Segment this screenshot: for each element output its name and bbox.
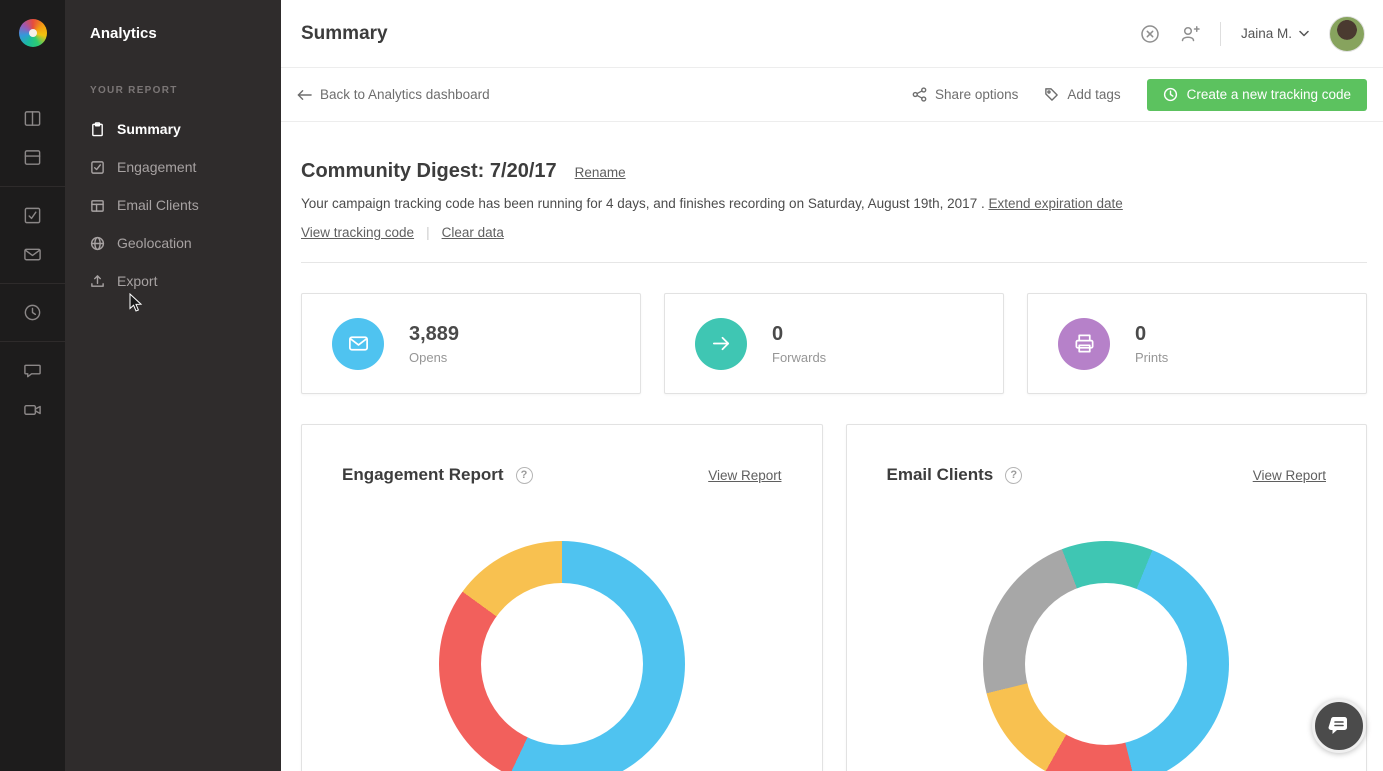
main-area: Summary Jaina M. Back to Analytics d: [281, 0, 1383, 771]
sidebar-item-label: Export: [117, 273, 158, 289]
sidebar-item-label: Email Clients: [117, 197, 199, 213]
sidebar-section-label: Your Report: [90, 85, 178, 96]
engagement-donut-chart: [438, 541, 685, 771]
report-header: Email Clients ? View Report: [887, 465, 1327, 485]
printer-icon: [1058, 317, 1110, 370]
forwards-label: Forwards: [772, 349, 827, 365]
avatar[interactable]: [1329, 15, 1365, 52]
view-report-link[interactable]: View Report: [708, 467, 782, 483]
rail-divider: [0, 341, 65, 342]
vertical-separator: [1219, 21, 1221, 46]
page-title: Summary: [301, 22, 388, 44]
check-square-icon[interactable]: [0, 196, 65, 235]
view-tracking-code-link[interactable]: View tracking code: [301, 225, 415, 240]
video-camera-icon[interactable]: [0, 390, 65, 429]
sidebar-item-label: Summary: [117, 121, 181, 137]
table-icon: [90, 198, 105, 213]
divider: [301, 262, 1367, 263]
reports-row: Engagement Report ? View Report Email Cl…: [301, 424, 1367, 771]
share-icon: [912, 87, 927, 102]
opens-label: Opens: [409, 349, 448, 365]
stat-card-opens: 3,889 Opens: [301, 293, 641, 394]
chevron-down-icon: [1299, 30, 1309, 37]
rail-divider: [0, 283, 65, 284]
back-link-label: Back to Analytics dashboard: [320, 87, 490, 102]
campaign-title: Community Digest: 7/20/17: [301, 160, 557, 182]
campaign-header: Community Digest: 7/20/17 Rename: [301, 160, 1367, 183]
rail-divider: [0, 186, 65, 187]
create-tracking-code-button[interactable]: Create a new tracking code: [1146, 78, 1367, 111]
add-tags-button[interactable]: Add tags: [1044, 87, 1121, 102]
prints-value: 0: [1135, 322, 1147, 345]
forwards-value: 0: [772, 322, 784, 345]
stat-card-prints: 0 Prints: [1027, 293, 1367, 394]
mail-icon: [332, 317, 384, 370]
app-rail: [0, 0, 65, 771]
arrow-left-icon: [297, 89, 312, 100]
chat-bubble-icon[interactable]: [0, 351, 65, 390]
rename-link[interactable]: Rename: [574, 165, 626, 180]
create-tracking-code-label: Create a new tracking code: [1186, 87, 1351, 102]
sidebar: Analytics Your Report Summary Engagement…: [65, 0, 281, 771]
sidebar-item-summary[interactable]: Summary: [65, 110, 281, 148]
invite-user-icon[interactable]: [1180, 24, 1200, 44]
topbar: Summary Jaina M.: [281, 0, 1383, 68]
separator: |: [426, 225, 430, 240]
globe-icon: [90, 236, 105, 251]
campaign-status: Your campaign tracking code has been run…: [301, 196, 1367, 211]
circle-x-icon[interactable]: [1140, 24, 1160, 44]
help-icon[interactable]: ?: [1005, 466, 1023, 484]
email-clients-donut-chart: [983, 541, 1230, 771]
share-options-button[interactable]: Share options: [912, 87, 1018, 102]
back-link[interactable]: Back to Analytics dashboard: [297, 87, 490, 102]
sidebar-item-label: Geolocation: [117, 235, 192, 251]
clear-data-link[interactable]: Clear data: [441, 225, 504, 240]
check-square-icon: [90, 160, 105, 175]
layout-rows-icon[interactable]: [0, 138, 65, 177]
sidebar-nav: Summary Engagement Email Clients Geoloca…: [65, 110, 281, 300]
campaign-links: View tracking code | Clear data: [301, 225, 1367, 240]
share-options-label: Share options: [935, 87, 1019, 102]
sidebar-item-geolocation[interactable]: Geolocation: [65, 224, 281, 262]
email-clients-report-card: Email Clients ? View Report: [845, 424, 1367, 771]
arrow-right-icon: [695, 317, 747, 370]
add-tags-label: Add tags: [1067, 87, 1121, 102]
campaign-status-text: Your campaign tracking code has been run…: [301, 196, 985, 211]
user-menu[interactable]: Jaina M.: [1241, 26, 1309, 41]
clock-icon[interactable]: [0, 293, 65, 332]
extend-expiration-link[interactable]: Extend expiration date: [988, 196, 1123, 211]
stats-row: 3,889 Opens 0 Forwards: [301, 293, 1367, 394]
help-icon[interactable]: ?: [515, 466, 533, 484]
report-header: Engagement Report ? View Report: [342, 465, 782, 485]
upload-icon: [90, 274, 105, 289]
subbar: Back to Analytics dashboard Share option…: [281, 68, 1383, 122]
mail-icon[interactable]: [0, 235, 65, 274]
clipboard-icon: [90, 121, 105, 137]
subbar-actions: Share options Add tags Create a new trac…: [912, 78, 1367, 111]
engagement-report-card: Engagement Report ? View Report: [301, 424, 823, 771]
report-title: Engagement Report: [342, 465, 504, 484]
view-report-link[interactable]: View Report: [1252, 467, 1326, 483]
chat-launcher-button[interactable]: [1312, 699, 1366, 753]
stat-card-forwards: 0 Forwards: [664, 293, 1004, 394]
user-name: Jaina M.: [1240, 26, 1292, 41]
tag-icon: [1045, 88, 1059, 101]
sidebar-item-email-clients[interactable]: Email Clients: [65, 186, 281, 224]
brand-logo[interactable]: [18, 19, 47, 47]
sidebar-item-export[interactable]: Export: [65, 262, 281, 300]
clock-icon: [1163, 87, 1177, 102]
content: Community Digest: 7/20/17 Rename Your ca…: [281, 122, 1383, 771]
prints-label: Prints: [1135, 349, 1169, 365]
opens-value: 3,889: [409, 322, 460, 345]
sidebar-item-label: Engagement: [117, 159, 197, 175]
sidebar-title: Analytics: [90, 25, 157, 42]
chat-bubble-icon: [1328, 717, 1347, 734]
layout-columns-icon[interactable]: [0, 99, 65, 138]
report-title: Email Clients: [886, 465, 994, 484]
topbar-actions: Jaina M.: [1140, 15, 1365, 52]
sidebar-item-engagement[interactable]: Engagement: [65, 148, 281, 186]
